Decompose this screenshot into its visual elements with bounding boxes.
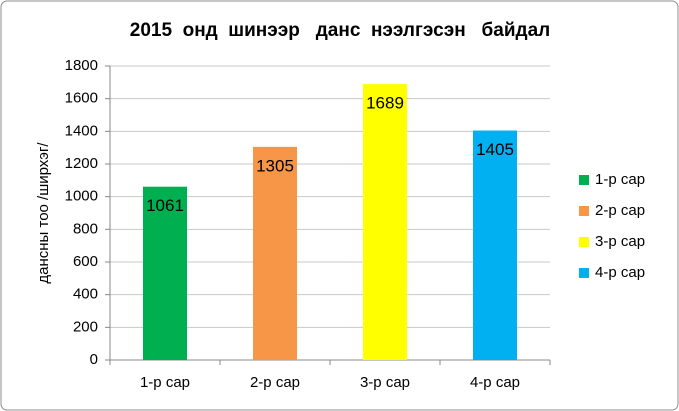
legend-label: 1-р сар <box>595 171 645 188</box>
bar <box>363 84 407 360</box>
y-tick-label: 0 <box>90 351 98 368</box>
y-tick-label: 1000 <box>65 188 98 205</box>
y-tick-label: 1800 <box>65 57 98 74</box>
value-label: 1689 <box>366 94 404 113</box>
x-tick-label: 4-р сар <box>470 374 520 391</box>
x-tick-label: 2-р сар <box>250 374 300 391</box>
bar <box>253 146 297 360</box>
x-tick-label: 1-р сар <box>140 374 190 391</box>
y-tick-label: 600 <box>73 253 98 270</box>
y-tick-label: 400 <box>73 286 98 303</box>
y-tick-label: 200 <box>73 318 98 335</box>
y-tick-label: 1400 <box>65 122 98 139</box>
value-label: 1405 <box>476 140 514 159</box>
y-tick-label: 1200 <box>65 155 98 172</box>
chart-title: 2015 онд шинээр данс нээлгэсэн байдал <box>130 20 550 41</box>
legend-swatch <box>579 268 589 278</box>
bar <box>473 130 517 360</box>
x-tick-label: 3-р сар <box>360 374 410 391</box>
legend-label: 3-р сар <box>595 233 645 250</box>
bar <box>143 186 187 360</box>
legend-label: 2-р сар <box>595 202 645 219</box>
legend-swatch <box>579 175 589 185</box>
legend-swatch <box>579 237 589 247</box>
y-tick-label: 1600 <box>65 90 98 107</box>
value-label: 1061 <box>146 196 184 215</box>
value-label: 1305 <box>256 156 294 175</box>
y-axis-label: дансны тоо /ширхэг/ <box>35 142 52 284</box>
y-tick-label: 800 <box>73 220 98 237</box>
legend-label: 4-р сар <box>595 264 645 281</box>
legend-swatch <box>579 206 589 216</box>
